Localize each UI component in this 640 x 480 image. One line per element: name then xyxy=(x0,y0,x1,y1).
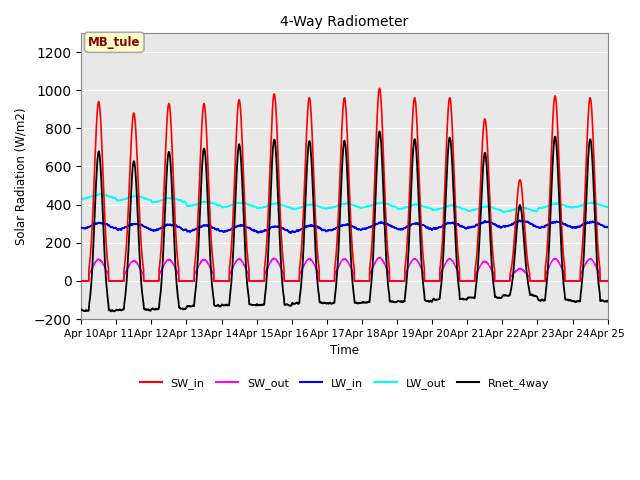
Rnet_4way xyxy=(172,270,180,276)
X-axis label: Time: Time xyxy=(330,344,359,357)
Line: LW_in: LW_in xyxy=(81,220,608,233)
LW_out xyxy=(501,209,509,215)
LW_in xyxy=(77,224,85,230)
LW_in xyxy=(492,223,500,228)
LW_out xyxy=(77,196,85,202)
Y-axis label: Solar Radiation (W/m2): Solar Radiation (W/m2) xyxy=(15,107,28,245)
SW_out xyxy=(492,278,500,284)
LW_in xyxy=(324,228,332,234)
LW_in xyxy=(463,226,470,231)
SW_out xyxy=(604,277,612,283)
SW_out xyxy=(172,266,180,272)
SW_in xyxy=(77,278,85,284)
Line: SW_out: SW_out xyxy=(81,258,608,281)
SW_in xyxy=(604,278,612,284)
Rnet_4way xyxy=(107,309,115,314)
SW_in xyxy=(376,85,383,91)
SW_in xyxy=(324,278,332,284)
LW_out xyxy=(324,205,332,211)
SW_in xyxy=(604,278,611,284)
LW_out xyxy=(492,206,500,212)
Rnet_4way xyxy=(604,298,612,303)
SW_out xyxy=(321,278,328,284)
Line: SW_in: SW_in xyxy=(81,88,608,281)
SW_out xyxy=(604,278,611,284)
Rnet_4way xyxy=(463,297,470,302)
Rnet_4way xyxy=(376,129,383,134)
Line: LW_out: LW_out xyxy=(81,194,608,212)
SW_in xyxy=(172,231,180,237)
LW_out xyxy=(463,207,470,213)
Rnet_4way xyxy=(77,307,85,312)
LW_in xyxy=(604,225,611,230)
SW_out xyxy=(433,278,441,284)
LW_out xyxy=(604,204,611,209)
LW_out xyxy=(96,191,104,197)
LW_in xyxy=(604,224,612,230)
LW_in xyxy=(287,230,294,236)
SW_in xyxy=(433,278,441,284)
SW_out xyxy=(324,278,332,284)
Text: MB_tule: MB_tule xyxy=(88,36,141,49)
Rnet_4way xyxy=(492,294,500,300)
SW_out xyxy=(463,277,470,283)
Title: 4-Way Radiometer: 4-Way Radiometer xyxy=(280,15,408,29)
LW_out xyxy=(433,207,441,213)
Rnet_4way xyxy=(433,297,441,302)
LW_in xyxy=(516,217,524,223)
Rnet_4way xyxy=(324,301,332,307)
LW_in xyxy=(433,226,441,231)
SW_in xyxy=(463,278,470,284)
LW_out xyxy=(604,204,612,210)
LW_out xyxy=(172,196,180,202)
LW_in xyxy=(172,223,180,228)
SW_out xyxy=(376,255,384,261)
SW_out xyxy=(77,278,85,284)
SW_in xyxy=(492,278,500,284)
Line: Rnet_4way: Rnet_4way xyxy=(81,132,608,312)
Rnet_4way xyxy=(604,299,611,305)
Legend: SW_in, SW_out, LW_in, LW_out, Rnet_4way: SW_in, SW_out, LW_in, LW_out, Rnet_4way xyxy=(135,374,554,394)
